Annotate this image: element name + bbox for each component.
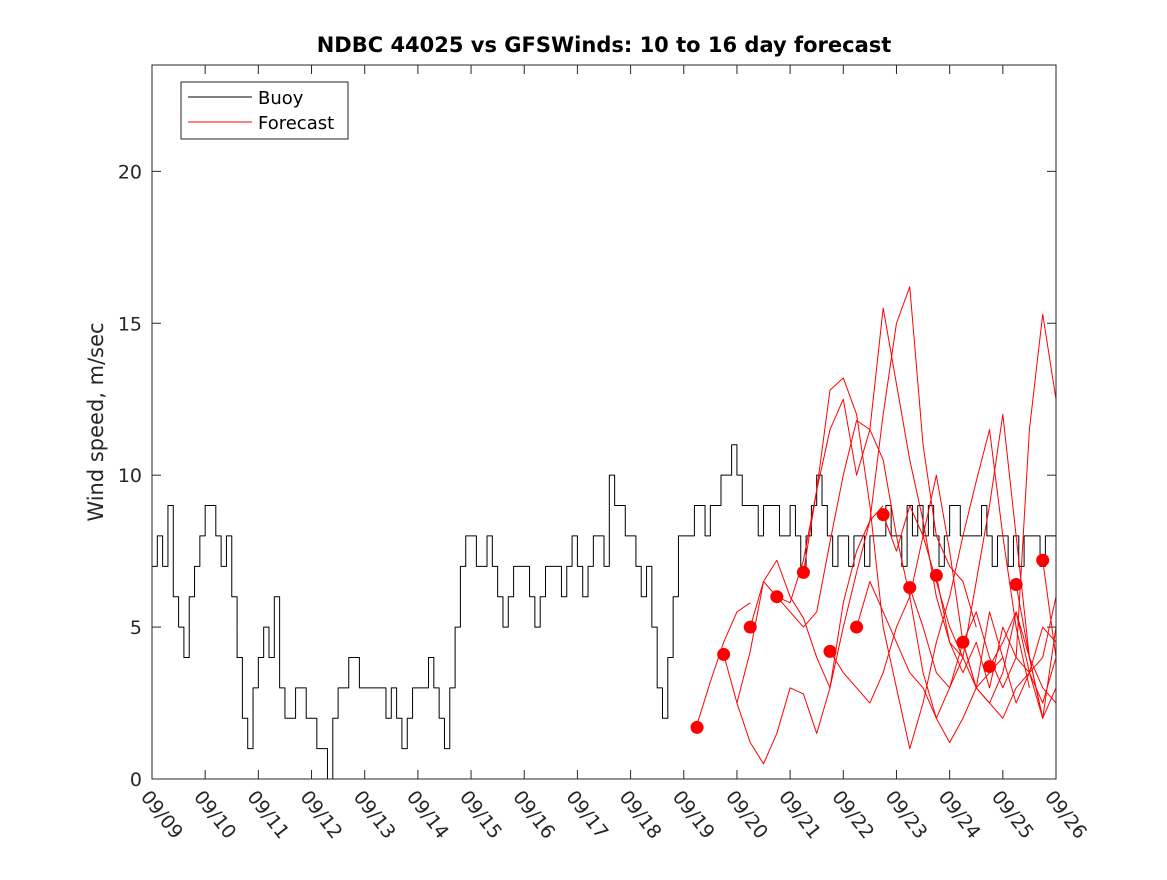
forecast-series-line	[723, 505, 884, 765]
legend-forecast-label: Forecast	[258, 113, 334, 134]
forecast-series-line	[882, 505, 1057, 719]
buoy-series-line	[152, 444, 1056, 780]
forecast-marker	[717, 647, 731, 661]
forecast-series-line	[776, 419, 1004, 744]
axes-frame	[151, 64, 1057, 780]
forecast-marker	[796, 565, 810, 579]
legend-buoy-label: Buoy	[258, 88, 304, 109]
chart-title: NDBC 44025 vs GFSWinds: 10 to 16 day for…	[317, 33, 892, 57]
forecast-marker	[929, 568, 943, 582]
forecast-marker	[1009, 578, 1023, 592]
forecast-series-line	[829, 474, 1044, 719]
y-axis-label: Wind speed, m/sec	[84, 322, 108, 521]
forecast-series-line	[989, 611, 1057, 719]
legend: Buoy Forecast	[180, 81, 349, 140]
marker-group	[690, 508, 1050, 734]
axes-background	[152, 65, 1056, 779]
legend-box	[180, 81, 349, 140]
forecast-marker	[823, 644, 837, 658]
forecast-series-line	[749, 286, 977, 689]
y-tick-label: 0	[130, 769, 142, 791]
forecast-marker	[770, 590, 784, 604]
forecast-marker	[876, 508, 890, 522]
y-tick-label: 20	[118, 161, 142, 183]
forecast-series-line	[1042, 560, 1057, 658]
forecast-marker	[743, 620, 757, 634]
y-tick-label: 10	[118, 465, 142, 487]
forecast-series-line	[1015, 584, 1057, 704]
forecast-series-line	[802, 377, 1030, 750]
forecast-series-line	[856, 313, 1057, 719]
y-tick-label: 15	[118, 313, 142, 335]
forecast-series-line	[696, 602, 751, 725]
forecast-marker	[690, 720, 704, 734]
forecast-marker	[850, 620, 864, 634]
forecast-marker	[1036, 553, 1050, 567]
forecast-marker	[903, 581, 917, 595]
y-tick-label: 5	[130, 617, 142, 639]
forecast-marker	[983, 660, 997, 674]
forecast-series-line	[962, 611, 1057, 704]
forecast-marker	[956, 635, 970, 649]
